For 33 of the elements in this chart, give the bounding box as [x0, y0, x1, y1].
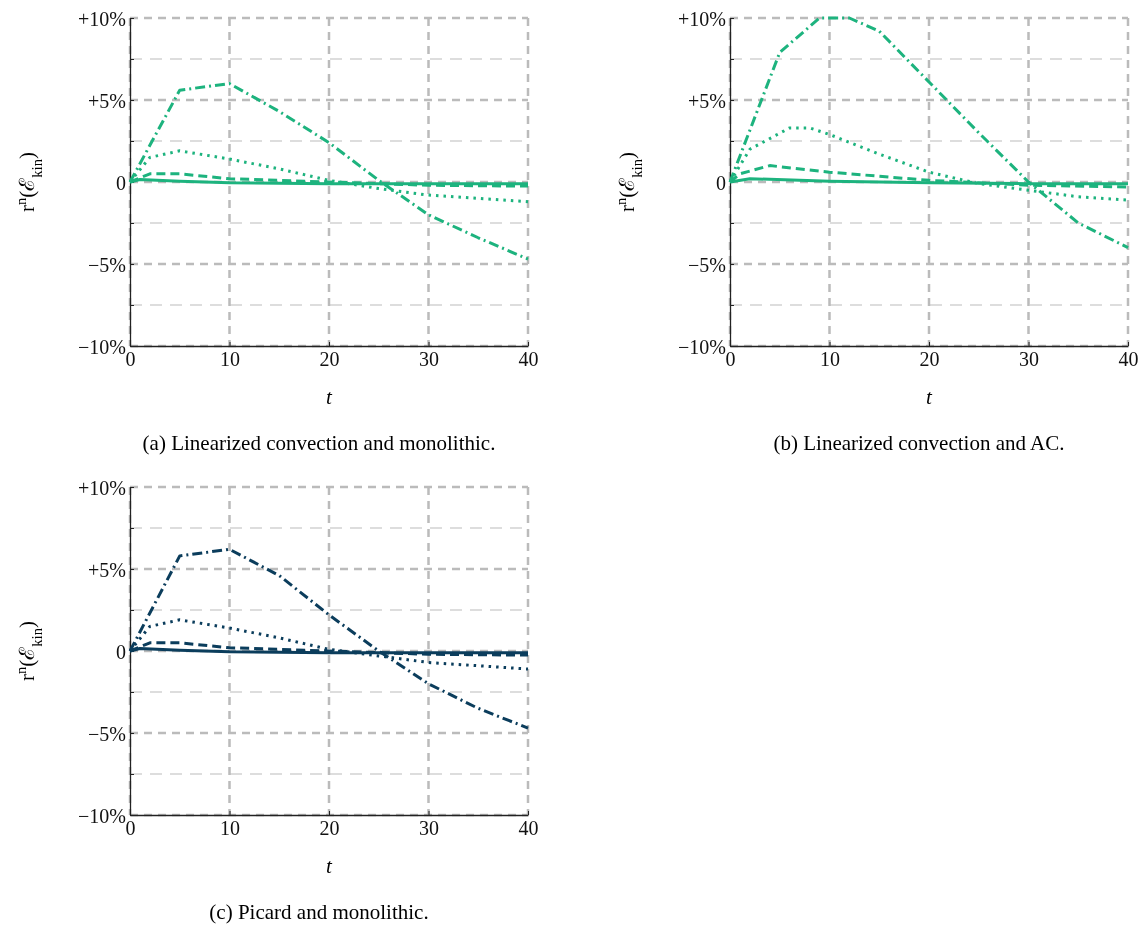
y-tick-label: +10%	[678, 7, 726, 30]
y-tick-label: −5%	[88, 253, 126, 276]
x-axis-title: t	[926, 385, 934, 409]
x-tick-label: 40	[1118, 348, 1139, 371]
y-tick-label: −5%	[688, 253, 726, 276]
x-tick-label: 40	[518, 817, 539, 840]
y-tick-label: −10%	[78, 335, 126, 358]
y-tick-label: +5%	[88, 89, 126, 112]
y-tick-label: −10%	[678, 335, 726, 358]
text: (a) Linearized convection and monolithic.	[142, 431, 496, 455]
y-tick-label: 0	[716, 171, 726, 194]
y-tick-label: +10%	[78, 476, 126, 499]
x-tick-label: 40	[518, 348, 539, 371]
x-tick-label: 20	[319, 348, 340, 371]
y-tick-label: −10%	[78, 804, 126, 827]
y-tick-label: +5%	[688, 89, 726, 112]
y-tick-label: −5%	[88, 722, 126, 745]
text: (b) Linearized convection and AC.	[773, 431, 1065, 455]
x-tick-label: 10	[220, 348, 240, 371]
y-tick-label: 0	[116, 640, 126, 663]
x-tick-label: 10	[820, 348, 840, 371]
x-tick-label: 30	[419, 348, 439, 371]
y-tick-label: +10%	[78, 7, 126, 30]
x-axis-title: t	[326, 854, 334, 878]
text: (c) Picard and monolithic.	[209, 900, 429, 924]
x-tick-label: 10	[220, 817, 240, 840]
x-axis-title: t	[326, 385, 334, 409]
x-tick-label: 20	[319, 817, 340, 840]
y-tick-label: +5%	[88, 558, 126, 581]
x-tick-label: 20	[919, 348, 940, 371]
x-tick-label: 30	[419, 817, 439, 840]
x-tick-label: 30	[1019, 348, 1039, 371]
y-tick-label: 0	[116, 171, 126, 194]
